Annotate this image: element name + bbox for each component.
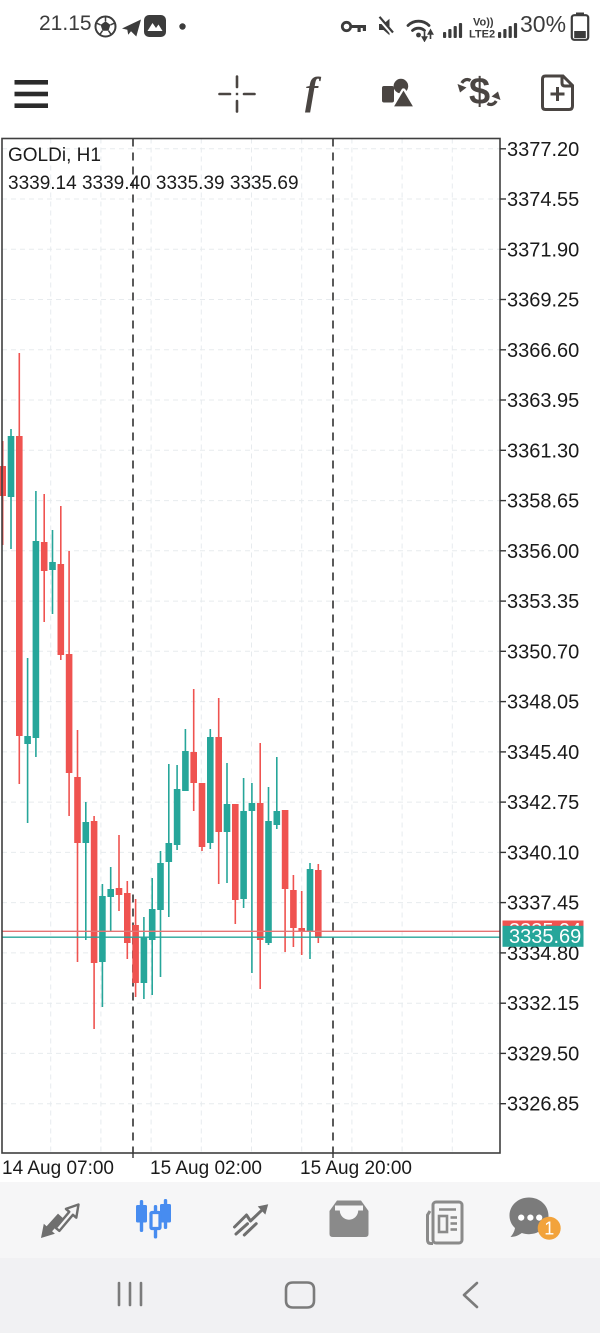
svg-text:3335.69: 3335.69 xyxy=(509,926,581,948)
svg-text:3356.00: 3356.00 xyxy=(507,541,579,563)
svg-text:3348.05: 3348.05 xyxy=(507,692,579,714)
svg-text:3366.60: 3366.60 xyxy=(507,340,579,362)
svg-text:14 Aug 07:00: 14 Aug 07:00 xyxy=(2,1158,114,1179)
svg-text:3353.35: 3353.35 xyxy=(507,591,579,613)
svg-text:3334.80: 3334.80 xyxy=(507,943,579,965)
svg-text:3350.70: 3350.70 xyxy=(507,641,579,663)
svg-text:3342.75: 3342.75 xyxy=(507,792,579,814)
svg-text:3332.15: 3332.15 xyxy=(507,993,579,1015)
svg-text:3326.85: 3326.85 xyxy=(507,1094,579,1116)
svg-text:LTE2: LTE2 xyxy=(469,29,495,41)
svg-text:3369.25: 3369.25 xyxy=(507,290,579,312)
svg-text:3358.65: 3358.65 xyxy=(507,491,579,513)
svg-text:$: $ xyxy=(469,71,490,113)
svg-text:1: 1 xyxy=(544,1219,554,1239)
svg-text:3339.14 3339.40 3335.39 3335.6: 3339.14 3339.40 3335.39 3335.69 xyxy=(8,173,299,194)
svg-text:GOLDi, H1: GOLDi, H1 xyxy=(8,145,101,166)
svg-text:3361.30: 3361.30 xyxy=(507,440,579,462)
svg-text:3371.90: 3371.90 xyxy=(507,239,579,261)
svg-text:3374.55: 3374.55 xyxy=(507,189,579,211)
svg-text:3340.10: 3340.10 xyxy=(507,842,579,864)
svg-text:3329.50: 3329.50 xyxy=(507,1043,579,1065)
svg-text:3345.40: 3345.40 xyxy=(507,742,579,764)
svg-text:3377.20: 3377.20 xyxy=(507,139,579,161)
svg-text:3363.95: 3363.95 xyxy=(507,390,579,412)
svg-text:Vo)): Vo)) xyxy=(473,17,494,29)
svg-text:15 Aug 02:00: 15 Aug 02:00 xyxy=(150,1158,262,1179)
svg-text:3337.45: 3337.45 xyxy=(507,893,579,915)
svg-text:15 Aug 20:00: 15 Aug 20:00 xyxy=(300,1158,412,1179)
